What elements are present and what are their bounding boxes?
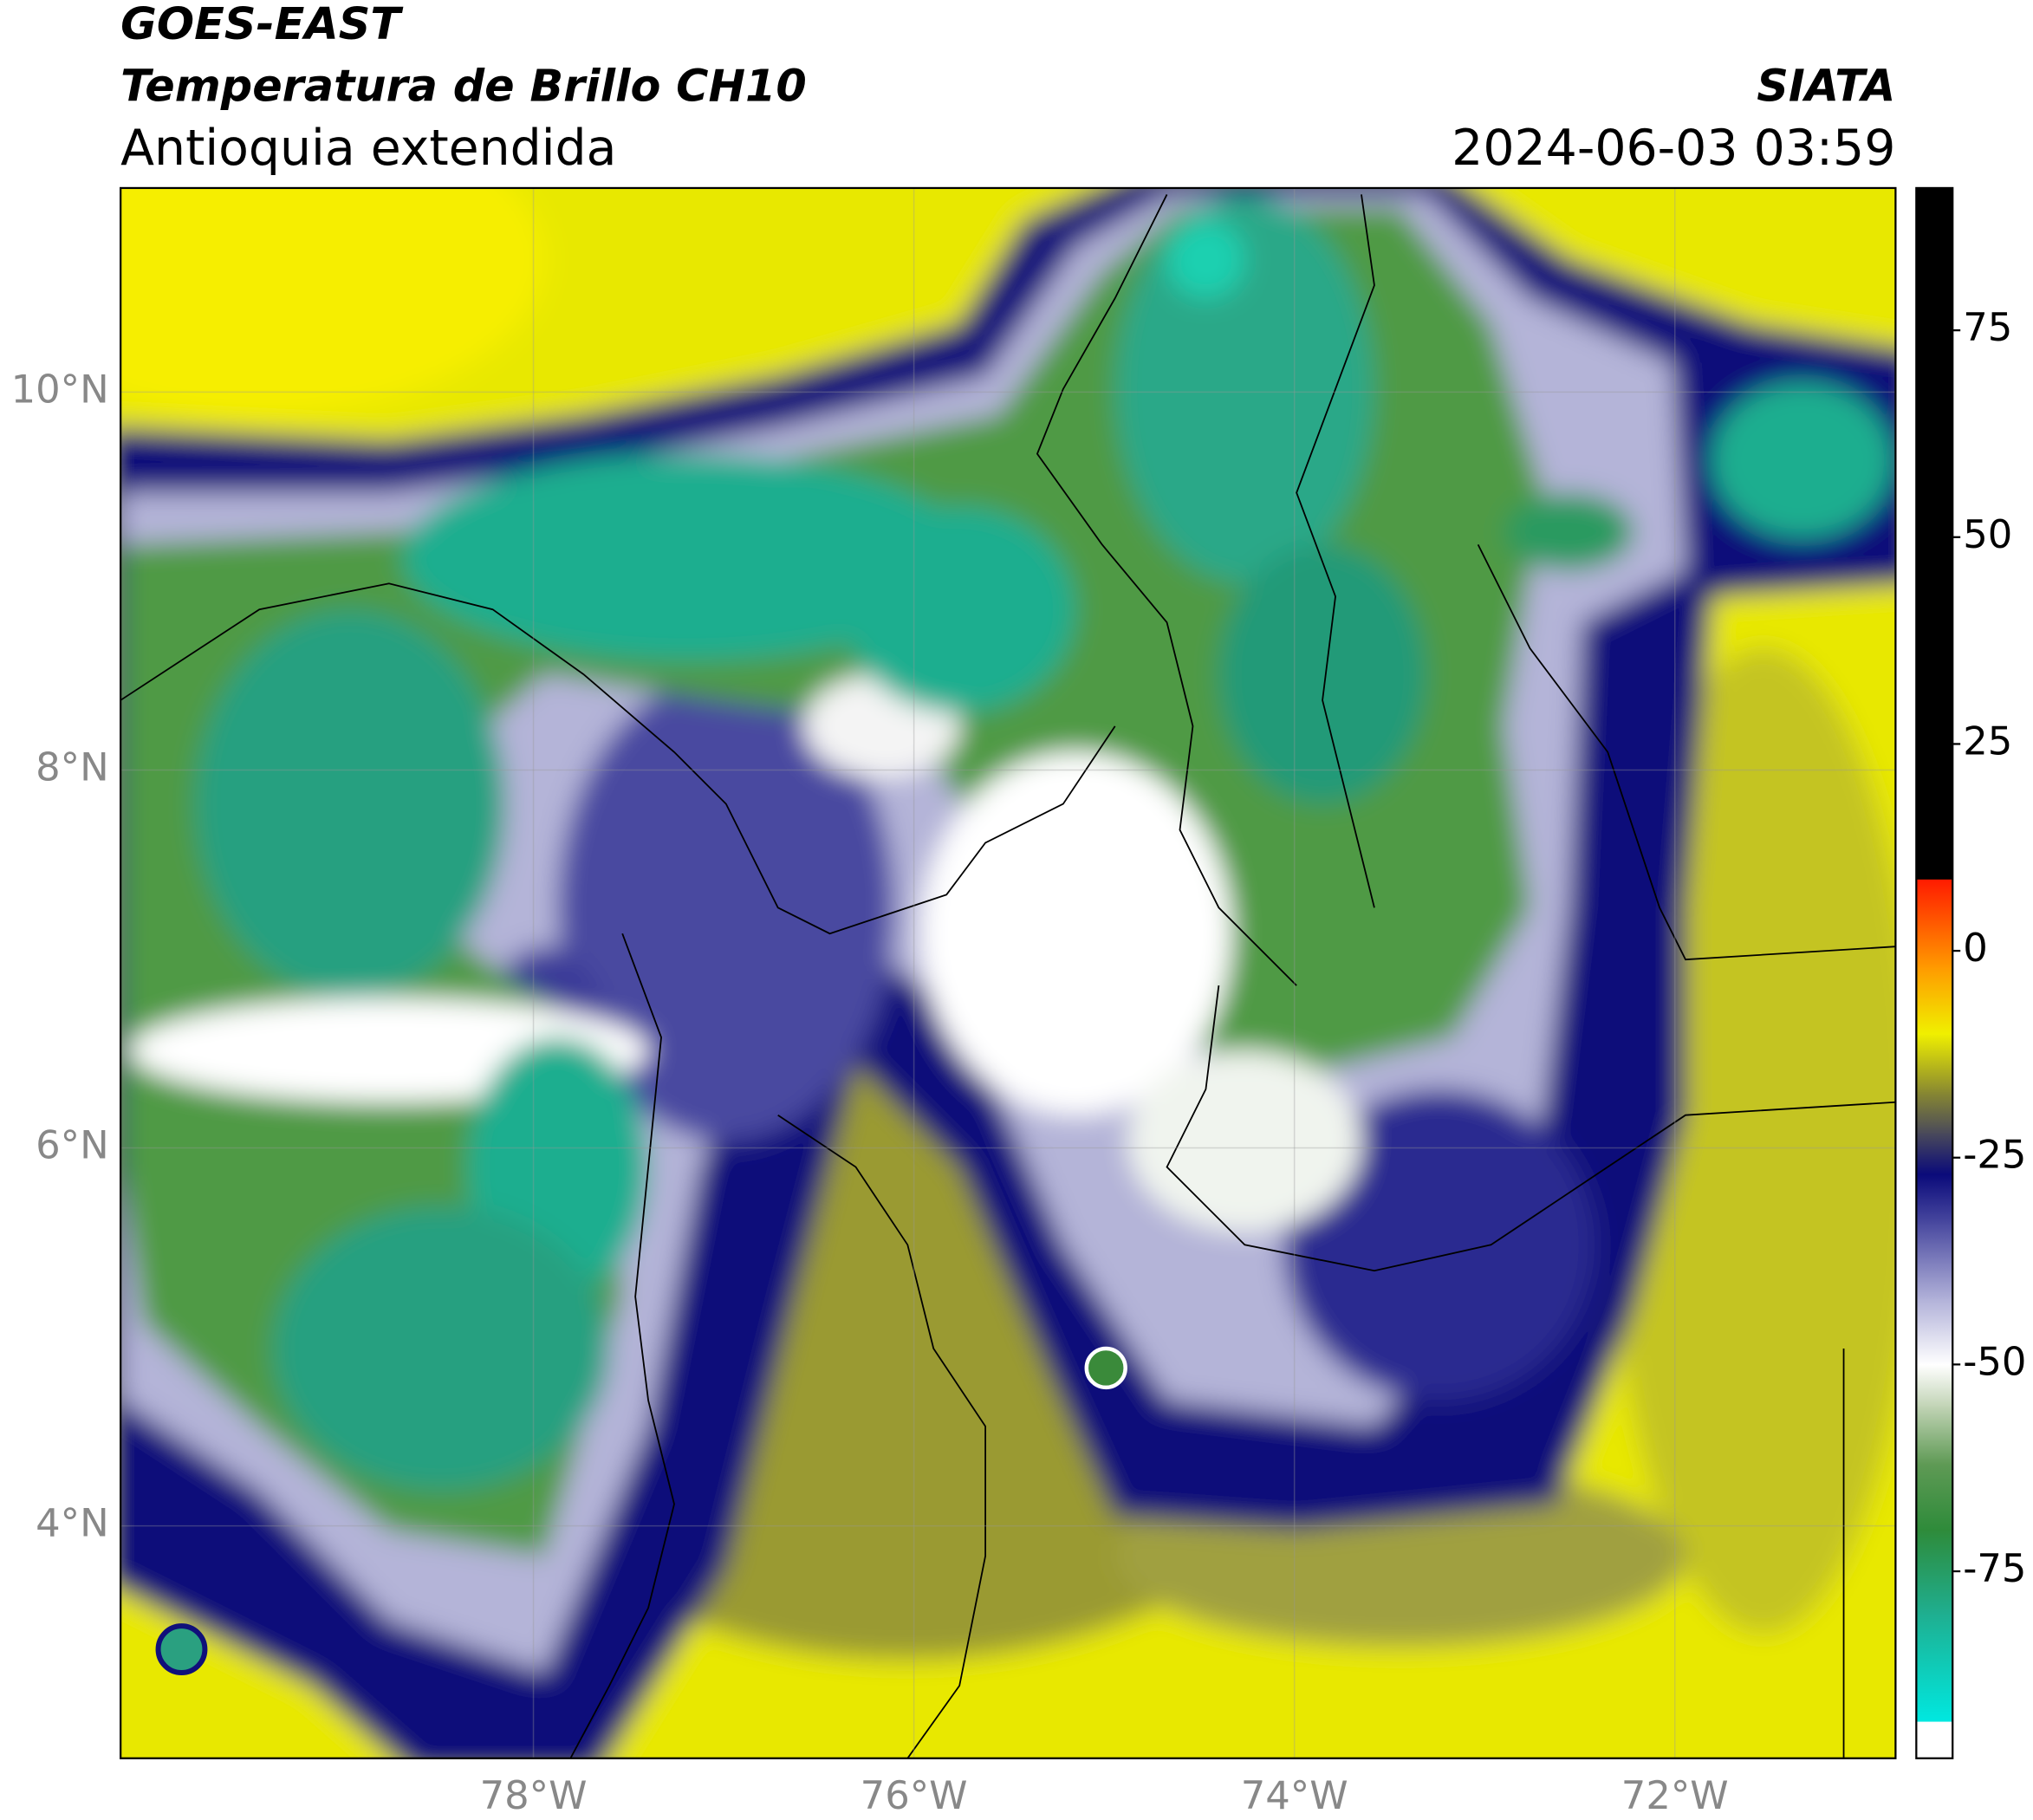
colorbar-segment (1916, 1033, 1953, 1093)
teal-region (1711, 382, 1893, 538)
teal-region (1166, 220, 1245, 299)
colorbar-segment (1916, 1298, 1953, 1366)
green-region (1504, 492, 1634, 571)
teal-region (401, 453, 973, 662)
colorbar-segment (1916, 1091, 1953, 1134)
colorbar-segment (1916, 1173, 1953, 1225)
timestamp: 2024-06-03 03:59 (1452, 120, 1895, 177)
border-line (569, 933, 675, 1758)
x-tick-label: 78°W (480, 1772, 588, 1818)
teal-region (1218, 544, 1426, 804)
teal-region (1114, 194, 1374, 584)
teal-region (194, 609, 506, 999)
colorbar-tick-label: 25 (1963, 718, 2012, 764)
x-tick-label: 74°W (1241, 1772, 1348, 1818)
colorbar-segment (1916, 1364, 1953, 1407)
colorbar-frame (1915, 186, 1954, 1759)
colorbar-segment (1916, 1720, 1953, 1759)
colorbar-segment (1916, 1530, 1953, 1614)
colorbar-tick-label: 0 (1963, 925, 1988, 971)
border-line (1166, 985, 1896, 1272)
y-tick-label: 6°N (36, 1122, 109, 1168)
map-frame (120, 186, 1897, 1759)
colorbar-segment (1916, 1224, 1953, 1299)
colorbar-segment (1916, 879, 1953, 968)
colorbar-segment (1916, 1463, 1953, 1531)
colorbar-segment (1916, 1133, 1953, 1175)
y-tick-label: 4°N (36, 1500, 109, 1546)
blue-region (557, 673, 895, 1141)
colorbar-segment (1916, 187, 1953, 880)
colorbar-tick-label: -50 (1963, 1338, 2026, 1384)
source-label: SIATA (1757, 61, 1895, 112)
colorbar-tick-label: 75 (1963, 304, 2012, 350)
product-title: Temperatura de Brillo CH10 (120, 61, 807, 112)
border-line (1296, 194, 1375, 908)
x-tick-label: 76°W (861, 1772, 968, 1818)
map-overlay (120, 187, 1896, 1758)
satellite-image (120, 187, 1896, 1758)
warm-field (120, 187, 545, 415)
colorbar-tick-label: -25 (1963, 1132, 2026, 1178)
colorbar (1916, 187, 1961, 1759)
cold-core (1127, 1050, 1361, 1232)
y-tick-label: 8°N (36, 744, 109, 790)
cloud-layer (120, 187, 1896, 1758)
small-cell (1084, 1346, 1127, 1390)
border-line (777, 1114, 986, 1758)
small-cell (155, 1623, 208, 1676)
teal-region (842, 505, 1076, 713)
satellite-title: GOES-EAST (120, 0, 404, 49)
teal-region (272, 1206, 610, 1492)
cold-core (920, 751, 1232, 1115)
border-line (1477, 543, 1896, 961)
border-line (120, 582, 1116, 935)
colorbar-segment (1916, 967, 1953, 1035)
colorbar-segment (1916, 1406, 1953, 1465)
border-line (1036, 194, 1297, 986)
y-tick-label: 10°N (11, 366, 109, 412)
colorbar-tick-label: -75 (1963, 1545, 2026, 1591)
region-title: Antioquia extendida (120, 120, 616, 177)
colorbar-segment (1916, 1612, 1953, 1722)
x-tick-label: 72°W (1621, 1772, 1729, 1818)
colorbar-tick-label: 50 (1963, 511, 2012, 557)
blue-region (1283, 1089, 1595, 1401)
